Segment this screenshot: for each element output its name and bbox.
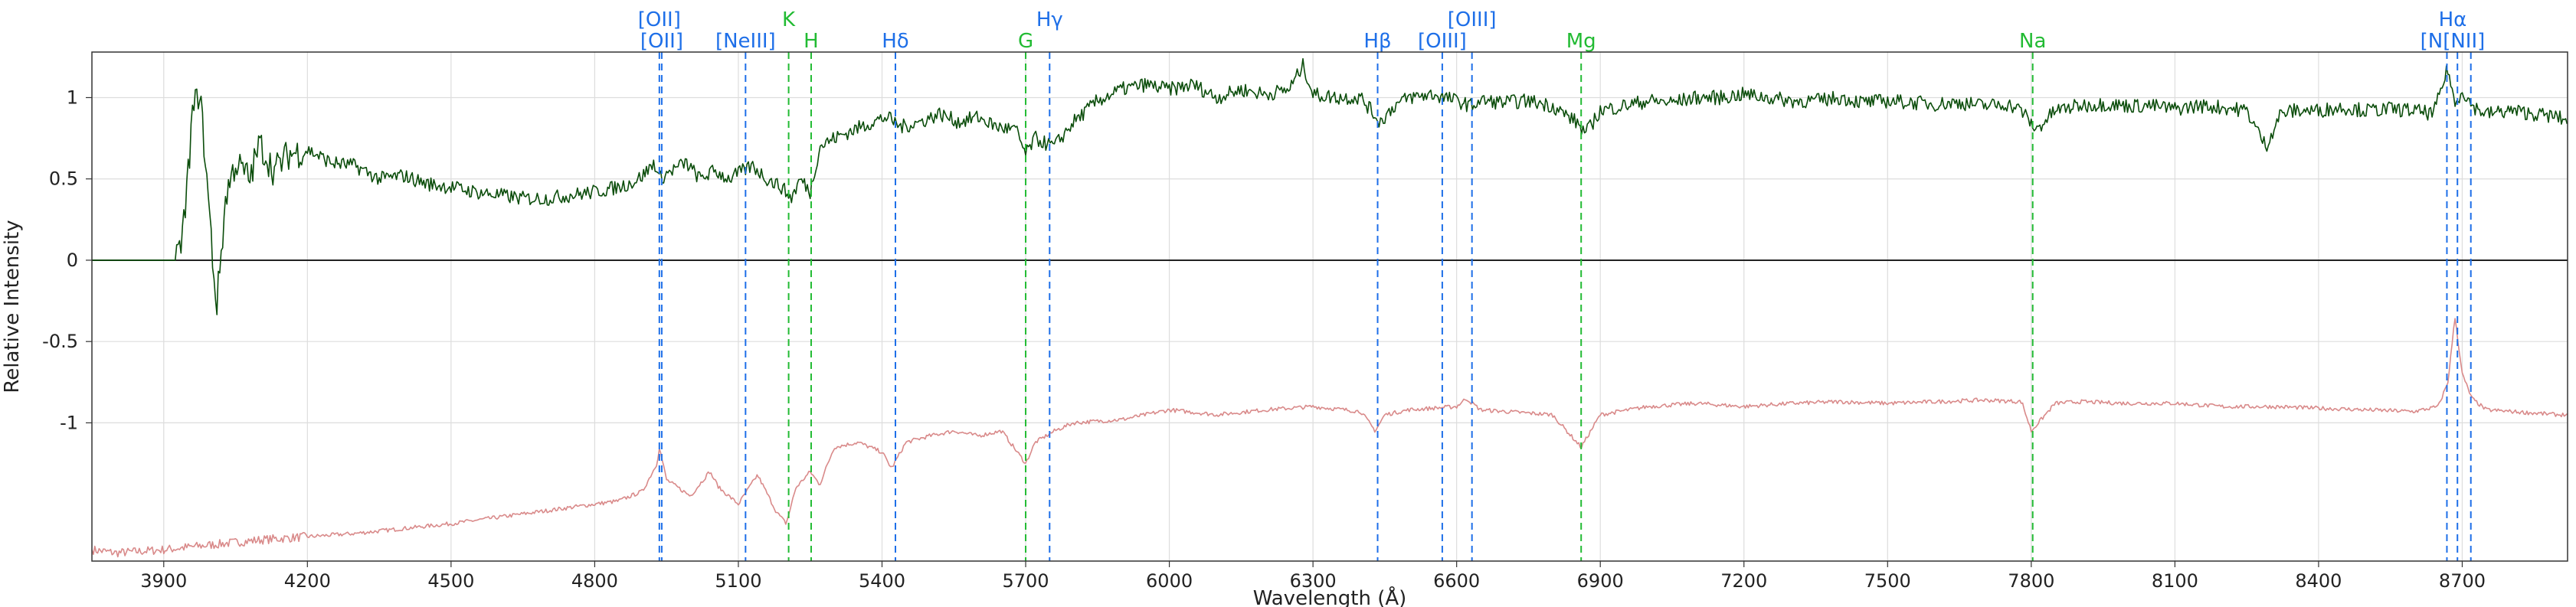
- x-axis-title: Wavelength (Å): [1253, 586, 1407, 607]
- x-tick-label: 4800: [571, 570, 618, 592]
- x-tick-label: 6900: [1577, 570, 1624, 592]
- spectral-line-label: H: [804, 30, 819, 53]
- x-tick-label: 7800: [2008, 570, 2054, 592]
- spectral-line-label: Mg: [1566, 30, 1596, 53]
- spectral-line-label: [OII]: [638, 8, 681, 31]
- y-tick-label: -1: [60, 412, 78, 433]
- x-tick-label: 4200: [284, 570, 331, 592]
- series-0-line: [92, 57, 2568, 315]
- spectral-line-label: Hα: [2439, 8, 2467, 31]
- spectral-line-label: [OIII]: [1448, 8, 1497, 31]
- spectral-line-label: Na: [2019, 30, 2046, 53]
- x-tick-label: 8100: [2152, 570, 2198, 592]
- x-tick-label: 7500: [1864, 570, 1911, 592]
- spectral-line-label: [OII]: [640, 30, 683, 53]
- spectral-lines: [OII][OII] [NeIII] KH Hδ GHγ Hβ [OIII][OIII] Mg…: [638, 8, 2486, 561]
- series-1-line: [91, 318, 2568, 558]
- y-tick-label: 0.5: [49, 168, 78, 190]
- y-axis-title: Relative Intensity: [1, 220, 24, 393]
- x-tick-label: 7200: [1720, 570, 1767, 592]
- x-tick-label: 6300: [1290, 570, 1337, 592]
- y-tick-label: -0.5: [42, 331, 78, 352]
- y-tick-label: 1: [67, 86, 78, 108]
- x-tick-label: 5100: [715, 570, 761, 592]
- x-tick-label: 4500: [427, 570, 474, 592]
- x-tick-label: 5700: [1002, 570, 1049, 592]
- grid: [92, 52, 2568, 561]
- spectral-line-label: [OIII]: [1418, 30, 1467, 53]
- x-tick-label: 8400: [2295, 570, 2342, 592]
- spectral-line-label: Hδ: [882, 30, 908, 53]
- x-tick-label: 5400: [859, 570, 905, 592]
- y-tick-label: 0: [67, 250, 78, 271]
- spectral-line-label: Hβ: [1363, 30, 1391, 53]
- axis-ticks: 3900 4200 4500 4800 5100 5400 5700 6000 6300 6600…: [42, 86, 2486, 592]
- spectral-line-label: Hγ: [1036, 8, 1063, 31]
- plot-frame: [91, 51, 2568, 562]
- spectral-line-label: G: [1018, 30, 1033, 53]
- x-tick-label: 6000: [1146, 570, 1193, 592]
- x-tick-label: 8700: [2439, 570, 2486, 592]
- spectral-line-label: [N[NII]: [2421, 30, 2486, 53]
- x-tick-label: 3900: [140, 570, 187, 592]
- spectral-line-label: [NeIII]: [715, 30, 776, 53]
- spectral-line-label: K: [782, 8, 796, 31]
- x-tick-label: 6600: [1433, 570, 1480, 592]
- series-layer: [91, 57, 2568, 558]
